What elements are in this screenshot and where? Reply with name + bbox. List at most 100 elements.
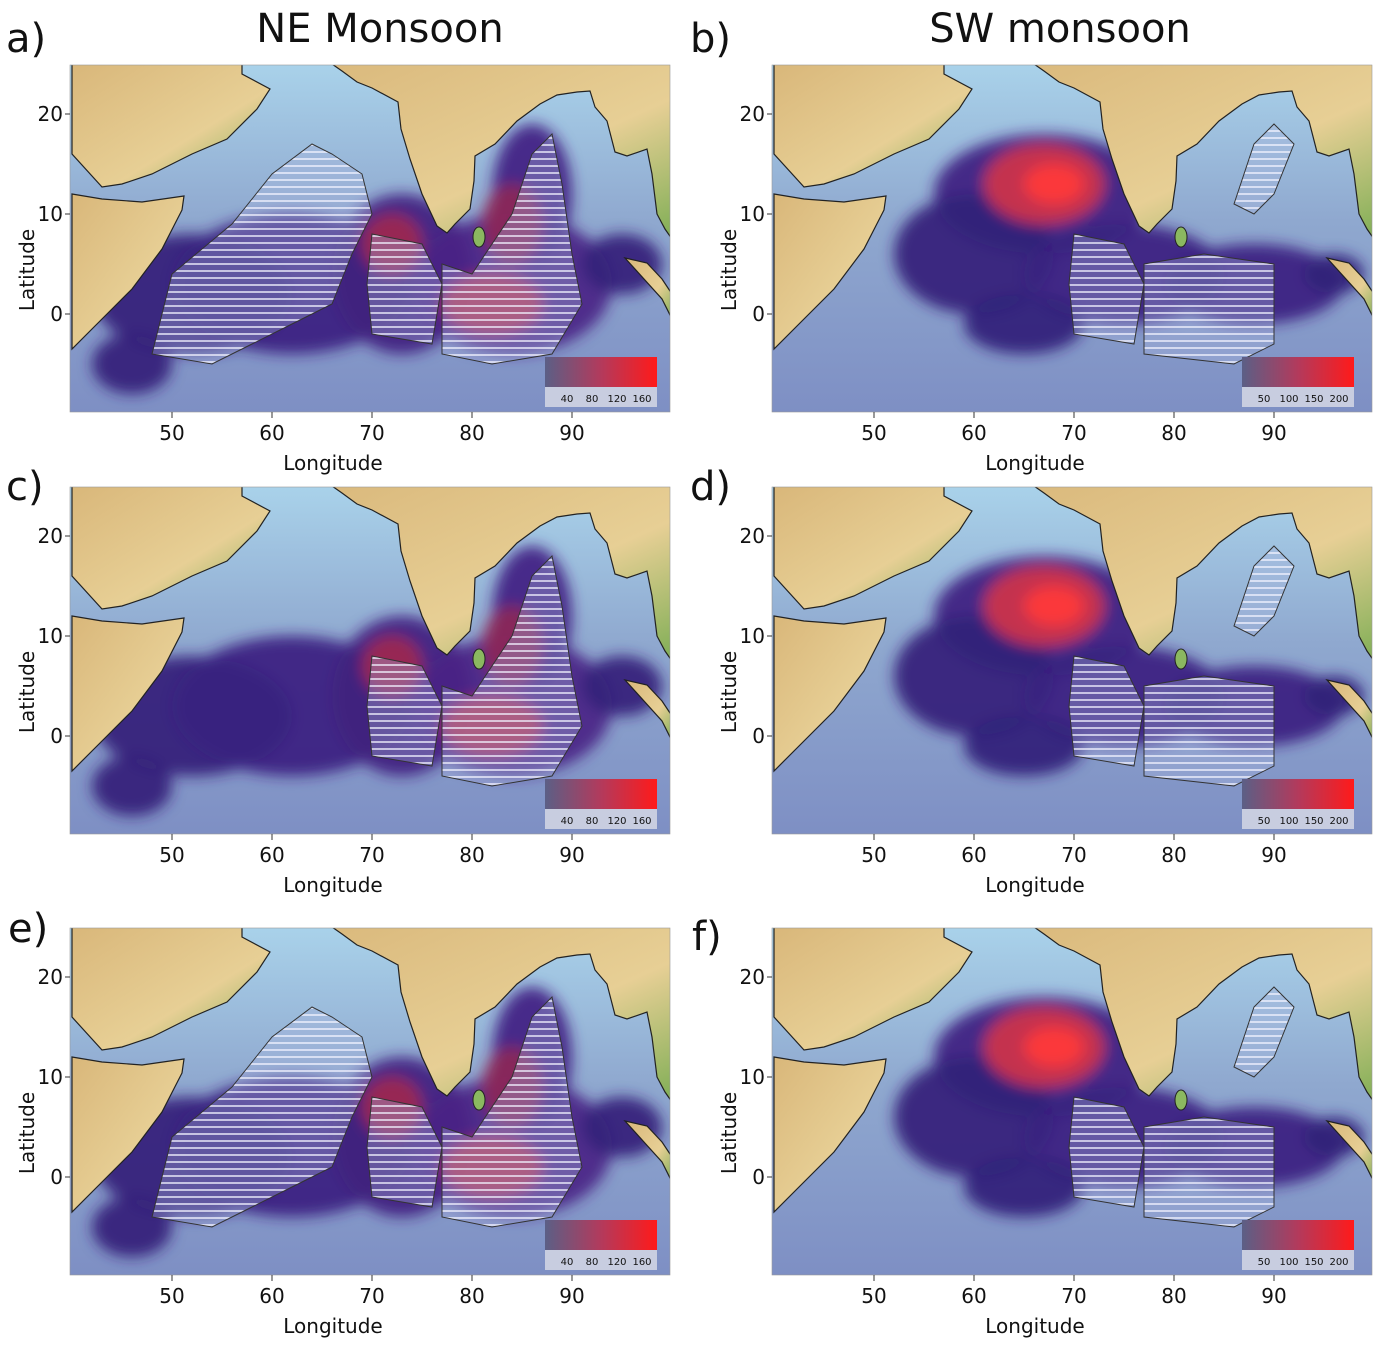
land [1034,65,1372,238]
protected-area [1068,1096,1145,1208]
x-tick-label: 90 [1261,421,1286,445]
sri-lanka [472,1089,486,1111]
x-tick-label: 50 [159,1284,184,1308]
y-axis-label: Latitude [717,229,741,311]
map-frame [771,64,1373,413]
x-tick-label: 80 [459,843,484,867]
x-tick-label: 50 [159,421,184,445]
density-blob [582,1097,662,1157]
y-axis-label: Latitude [15,1092,39,1174]
colorbar-label-strip [545,387,657,407]
x-tick-label: 90 [1261,843,1286,867]
land [773,193,887,351]
colorbar-tick-label: 200 [1329,394,1348,405]
x-tick-label: 50 [861,1284,886,1308]
colorbar-tick-label: 100 [1279,816,1298,827]
land [71,65,271,188]
column-title: SW monsoon [929,6,1191,52]
map [772,65,1372,412]
land [1034,928,1372,1101]
y-tick-label: 10 [740,624,765,648]
panel-label: f) [692,914,722,960]
colorbar: 50 100 150 200 [1242,1220,1354,1270]
x-axis-label: Longitude [985,1314,1084,1338]
land [1325,678,1372,739]
land [773,487,973,610]
colorbar: 50 100 150 200 [1242,357,1354,407]
density-blob [964,294,1084,354]
land [773,65,973,188]
y-tick-label: 0 [50,302,63,326]
colorbar-label-strip [1242,809,1354,829]
land [623,678,670,739]
panel-label: b) [690,16,731,62]
colorbar-tick-label: 120 [607,1257,626,1268]
x-tick-label: 60 [961,843,986,867]
y-tick-label: 0 [752,724,765,748]
sri-lanka [472,648,486,670]
land [1325,1119,1372,1180]
x-tick-label: 90 [1261,1284,1286,1308]
colorbar-tick-label: 50 [1258,394,1271,405]
colorbar-tick-label: 80 [586,816,599,827]
map-frame [69,486,671,835]
x-tick-label: 80 [1161,843,1186,867]
y-tick-label: 0 [752,1165,765,1189]
x-axis-label: Longitude [283,873,382,897]
y-tick-label: 20 [38,965,63,989]
panel-label: d) [690,464,731,510]
land [623,256,670,317]
y-axis-label: Latitude [717,1092,741,1174]
map-panel: 40 80 120 160 50 60 70 80 90 20 10 0 Longitude Latitu… [15,486,671,897]
colorbar-tick-label: 80 [586,1257,599,1268]
x-tick-label: 70 [1061,1284,1086,1308]
colorbar-tick-label: 150 [1304,816,1323,827]
colorbar-tick-label: 50 [1258,816,1271,827]
column-title: NE Monsoon [256,6,503,52]
map-panel: 40 80 120 160 50 60 70 80 90 20 10 0 Longitude Latitu… [15,64,671,475]
colorbar-gradient [545,357,657,387]
y-tick-label: 10 [740,202,765,226]
density-blob [964,1157,1084,1217]
y-axis-label: Latitude [717,651,741,733]
density-blob [964,716,1084,776]
x-tick-label: 90 [559,1284,584,1308]
density-blob [1024,586,1084,626]
x-tick-label: 60 [961,1284,986,1308]
x-tick-label: 60 [961,421,986,445]
map [70,487,670,834]
x-tick-label: 50 [861,421,886,445]
protected-area [1233,123,1295,215]
colorbar-label-strip [1242,387,1354,407]
colorbar-tick-label: 40 [561,1257,574,1268]
colorbar-label-strip [1242,1250,1354,1270]
y-tick-label: 0 [50,724,63,748]
map [772,928,1372,1275]
protected-area [366,233,443,345]
y-tick-label: 20 [740,102,765,126]
protected-area [151,143,373,365]
x-axis-label: Longitude [283,451,382,475]
density-blob [582,656,662,716]
map-panel: 40 80 120 160 50 60 70 80 90 20 10 0 Longitude Latitu… [15,927,671,1338]
map-frame [69,927,671,1276]
x-tick-label: 80 [459,421,484,445]
colorbar-gradient [1242,779,1354,809]
colorbar-tick-label: 100 [1279,1257,1298,1268]
land [623,1119,670,1180]
density-blob [1024,1027,1084,1067]
protected-area [441,995,583,1228]
colorbar: 50 100 150 200 [1242,779,1354,829]
density-blob [894,194,1054,314]
protected-area [441,132,583,365]
land [332,65,670,238]
y-axis-label: Latitude [15,651,39,733]
protected-area [441,554,583,787]
x-tick-label: 70 [359,1284,384,1308]
density-blob [92,1197,172,1257]
density-blob [92,334,172,394]
map [70,928,670,1275]
